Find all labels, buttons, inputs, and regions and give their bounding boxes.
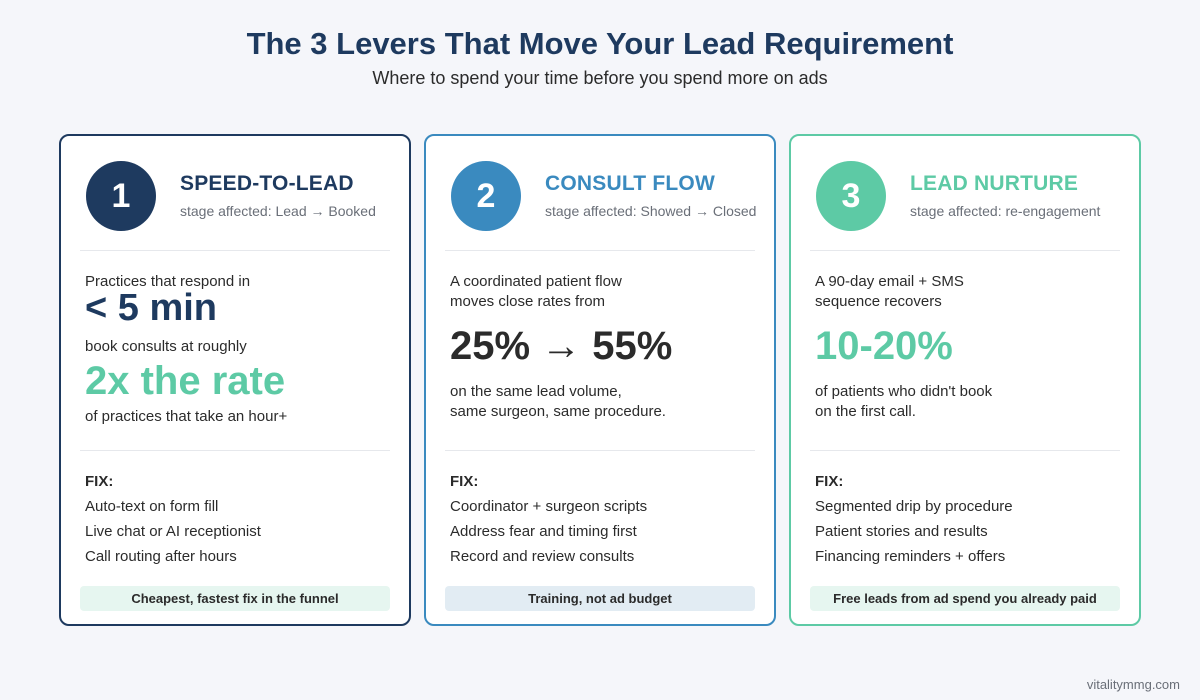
card-heading: SPEED-TO-LEAD <box>180 172 354 195</box>
stat-intro-line-1: A 90-day email + SMS <box>815 273 964 290</box>
divider <box>80 450 390 451</box>
lever-card-speed-to-lead: 1 SPEED-TO-LEAD stage affected: Lead → B… <box>59 134 411 626</box>
fix-item: Coordinator + surgeon scripts <box>450 498 648 515</box>
stat-outro-line-1: on the same lead volume, <box>450 383 622 400</box>
card-heading: LEAD NURTURE <box>910 172 1079 195</box>
page-title: The 3 Levers That Move Your Lead Require… <box>246 26 954 61</box>
stage-affected: stage affected: Lead → Booked <box>180 203 376 219</box>
divider <box>80 250 390 251</box>
divider <box>810 450 1120 451</box>
fix-item: Live chat or AI receptionist <box>85 523 261 540</box>
fix-label: FIX: <box>85 473 114 490</box>
stat-outro-line-2: on the first call. <box>815 403 916 420</box>
stat-middle: book consults at roughly <box>85 338 247 355</box>
stat-highlight-recovery: 10-20% <box>815 324 953 368</box>
stat-outro: of practices that take an hour+ <box>85 408 288 425</box>
fix-item: Financing reminders + offers <box>815 548 1006 565</box>
number-badge: 2 <box>451 161 521 231</box>
stat-intro-line-2: moves close rates from <box>450 293 606 310</box>
divider <box>810 250 1120 251</box>
fix-item: Auto-text on form fill <box>85 498 219 515</box>
number-badge: 3 <box>816 161 886 231</box>
stat-highlight-close-rate: 25% → 55% <box>450 324 673 368</box>
stat-intro-line-1: A coordinated patient flow <box>450 273 622 290</box>
stage-affected: stage affected: re-engagement <box>910 203 1101 219</box>
fix-label: FIX: <box>815 473 844 490</box>
fix-item: Record and review consults <box>450 548 635 565</box>
lever-card-lead-nurture: 3 LEAD NURTURE stage affected: re-engage… <box>789 134 1141 626</box>
card-footer-note: Free leads from ad spend you already pai… <box>810 586 1120 611</box>
stat-outro-line-1: of patients who didn't book <box>815 383 993 400</box>
card-footer-note: Training, not ad budget <box>445 586 755 611</box>
page-subtitle: Where to spend your time before you spen… <box>372 68 828 88</box>
fix-item: Address fear and timing first <box>450 523 637 540</box>
fix-label: FIX: <box>450 473 479 490</box>
stat-highlight-rate: 2x the rate <box>85 359 286 403</box>
card-footer-note: Cheapest, fastest fix in the funnel <box>80 586 390 611</box>
stat-outro-line-2: same surgeon, same procedure. <box>450 403 666 420</box>
lever-card-consult-flow: 2 CONSULT FLOW stage affected: Showed → … <box>424 134 776 626</box>
stat-intro: Practices that respond in <box>85 273 251 290</box>
fix-item: Call routing after hours <box>85 548 237 565</box>
number-badge: 1 <box>86 161 156 231</box>
divider <box>445 250 755 251</box>
fix-item: Patient stories and results <box>815 523 988 540</box>
card-heading: CONSULT FLOW <box>545 172 715 195</box>
stat-highlight-time: < 5 min <box>85 287 217 329</box>
stage-affected: stage affected: Showed → Closed <box>545 203 757 219</box>
fix-item: Segmented drip by procedure <box>815 498 1013 515</box>
stat-intro-line-2: sequence recovers <box>815 293 942 310</box>
site-credit: vitalitymmg.com <box>1086 677 1180 692</box>
divider <box>445 450 755 451</box>
